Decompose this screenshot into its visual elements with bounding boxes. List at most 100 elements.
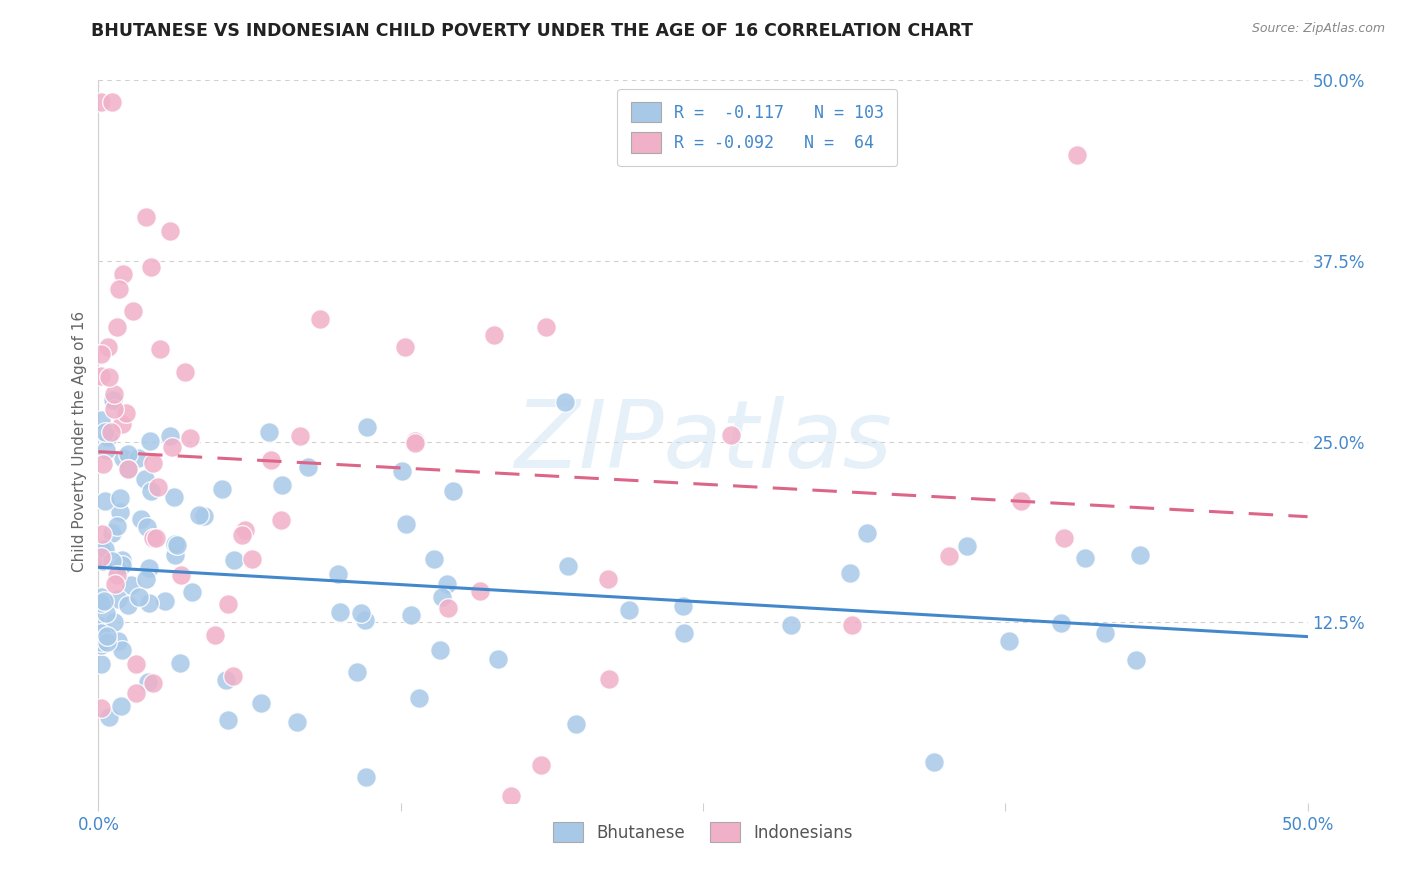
Point xyxy=(222,552,245,566)
Point xyxy=(103,615,125,630)
Point xyxy=(125,657,148,671)
Point xyxy=(97,710,120,724)
Point xyxy=(1049,616,1071,631)
Point xyxy=(922,755,945,769)
Point xyxy=(91,526,114,541)
Point xyxy=(105,519,128,533)
Point xyxy=(90,596,112,610)
Point xyxy=(153,593,176,607)
Point xyxy=(329,605,352,619)
Point xyxy=(166,538,188,552)
Point xyxy=(350,606,373,620)
Point xyxy=(135,572,157,586)
Point xyxy=(90,701,112,715)
Point xyxy=(356,420,378,434)
Point xyxy=(91,554,114,568)
Point xyxy=(142,676,165,690)
Point xyxy=(297,459,319,474)
Point xyxy=(112,267,135,281)
Point xyxy=(160,440,183,454)
Legend: Bhutanese, Indonesians: Bhutanese, Indonesians xyxy=(543,812,863,852)
Point xyxy=(468,584,491,599)
Point xyxy=(404,436,426,450)
Point xyxy=(422,551,444,566)
Point xyxy=(956,540,979,554)
Point xyxy=(240,551,263,566)
Point xyxy=(98,369,121,384)
Point xyxy=(838,566,860,580)
Point xyxy=(530,758,553,772)
Point xyxy=(117,598,139,612)
Point xyxy=(250,696,273,710)
Point xyxy=(270,478,292,492)
Point xyxy=(181,585,204,599)
Point xyxy=(288,428,311,442)
Point xyxy=(395,516,418,531)
Point xyxy=(235,523,257,537)
Point xyxy=(404,434,426,448)
Point xyxy=(90,95,112,109)
Point xyxy=(309,311,332,326)
Point xyxy=(129,512,152,526)
Point xyxy=(142,456,165,470)
Point xyxy=(100,95,122,109)
Point xyxy=(148,480,170,494)
Text: BHUTANESE VS INDONESIAN CHILD POVERTY UNDER THE AGE OF 16 CORRELATION CHART: BHUTANESE VS INDONESIAN CHILD POVERTY UN… xyxy=(91,22,973,40)
Point xyxy=(287,714,309,729)
Point xyxy=(136,520,159,534)
Point xyxy=(117,462,139,476)
Point xyxy=(103,577,125,591)
Point xyxy=(101,393,124,408)
Point xyxy=(125,686,148,700)
Point xyxy=(856,526,879,541)
Point xyxy=(598,672,620,686)
Point xyxy=(672,599,695,614)
Point xyxy=(105,320,128,334)
Point xyxy=(96,607,118,621)
Point xyxy=(499,789,522,803)
Point xyxy=(136,674,159,689)
Point xyxy=(214,673,236,687)
Point xyxy=(432,591,454,605)
Point xyxy=(779,617,801,632)
Point xyxy=(94,443,117,458)
Point xyxy=(222,669,245,683)
Point xyxy=(159,224,181,238)
Point xyxy=(174,365,197,379)
Point xyxy=(111,553,134,567)
Point xyxy=(354,613,377,627)
Point xyxy=(135,211,157,225)
Point xyxy=(534,320,557,334)
Point xyxy=(138,561,160,575)
Point xyxy=(399,607,422,622)
Point xyxy=(211,482,233,496)
Point xyxy=(111,451,134,466)
Point xyxy=(90,657,112,671)
Point xyxy=(346,665,368,679)
Point xyxy=(170,567,193,582)
Point xyxy=(110,698,132,713)
Point xyxy=(107,282,129,296)
Point xyxy=(141,260,163,274)
Point xyxy=(90,590,112,604)
Point xyxy=(90,549,112,564)
Point xyxy=(149,342,172,356)
Point xyxy=(111,643,134,657)
Point xyxy=(101,525,124,540)
Point xyxy=(841,617,863,632)
Point xyxy=(90,625,112,640)
Point xyxy=(120,578,142,592)
Point xyxy=(122,303,145,318)
Point xyxy=(204,628,226,642)
Point xyxy=(90,347,112,361)
Point xyxy=(436,577,458,591)
Point xyxy=(90,543,112,558)
Point xyxy=(394,340,416,354)
Point xyxy=(105,561,128,575)
Point xyxy=(257,425,280,439)
Point xyxy=(1094,626,1116,640)
Point xyxy=(231,528,253,542)
Point xyxy=(938,549,960,563)
Point xyxy=(108,491,131,505)
Point xyxy=(217,713,239,727)
